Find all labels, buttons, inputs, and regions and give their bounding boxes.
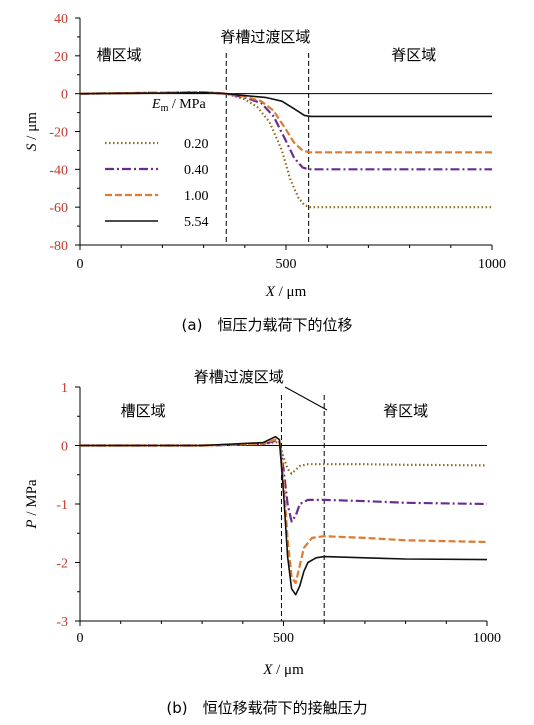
x-tick-label: 0 [77, 631, 84, 646]
y-tick-label: 1 [61, 381, 68, 396]
x-tick-label: 1000 [478, 257, 506, 272]
y-axis-label: S / μm [24, 112, 40, 151]
series-line-1-00 [80, 438, 488, 585]
series-line-0-40 [80, 439, 488, 523]
region-label: 脊槽过渡区域 [220, 28, 310, 46]
y-axis-label-part: S [24, 143, 40, 151]
y-axis-label-part: / μm [24, 112, 40, 144]
legend-title-part: E [151, 97, 161, 112]
x-tick-label: 0 [77, 257, 84, 272]
x-axis-label: X / μm [265, 284, 307, 300]
y-axis-label: P / MPa [24, 479, 40, 530]
legend-label: 0.20 [184, 137, 209, 152]
region-label: 脊槽过渡区域 [194, 368, 284, 386]
legend-label: 5.54 [184, 215, 209, 230]
x-axis-label-part: X [262, 662, 273, 678]
legend-title-part: m [161, 103, 169, 114]
figure-caption: (b) 恒位移载荷下的接触压力 [166, 699, 367, 717]
annotation-pointer [284, 386, 328, 411]
legend-title-part: / MPa [168, 97, 206, 112]
legend-label: 1.00 [184, 189, 209, 204]
y-tick-label: -60 [49, 201, 68, 216]
y-tick-label: 0 [61, 88, 68, 103]
x-axis-label-part: / μm [272, 662, 304, 678]
x-axis-label-part: X [265, 284, 276, 300]
series-line-0-20 [79, 91, 492, 209]
y-tick-label: 40 [54, 12, 68, 27]
legend-title: Em / MPa [151, 97, 206, 114]
y-axis-label-part: P [24, 519, 40, 529]
x-axis-label: X / μm [262, 662, 304, 678]
figure-caption: (a) 恒压力载荷下的位移 [182, 316, 353, 334]
region-label: 脊区域 [383, 402, 428, 420]
y-axis-label-part: / MPa [24, 479, 40, 519]
series-line-5-54 [79, 91, 492, 118]
y-tick-label: -40 [49, 163, 68, 178]
region-label: 槽区域 [97, 46, 142, 64]
x-axis-label-part: / μm [275, 284, 307, 300]
y-tick-label: 20 [54, 50, 68, 65]
x-tick-label: 500 [273, 631, 294, 646]
y-tick-label: -2 [56, 557, 68, 572]
y-tick-label: -3 [56, 615, 68, 630]
x-tick-label: 1000 [473, 631, 501, 646]
region-label: 脊区域 [391, 46, 436, 64]
y-tick-label: -1 [56, 498, 68, 513]
y-tick-label: 0 [61, 440, 68, 455]
legend-label: 0.40 [184, 163, 209, 178]
x-tick-label: 500 [276, 257, 297, 272]
legend: Em / MPa 0.20 0.40 1.00 5.54 [105, 97, 209, 230]
y-tick-label: -20 [49, 126, 68, 141]
series-line-5-54 [80, 435, 488, 596]
region-label: 槽区域 [121, 402, 166, 420]
y-tick-label: -80 [49, 239, 68, 254]
